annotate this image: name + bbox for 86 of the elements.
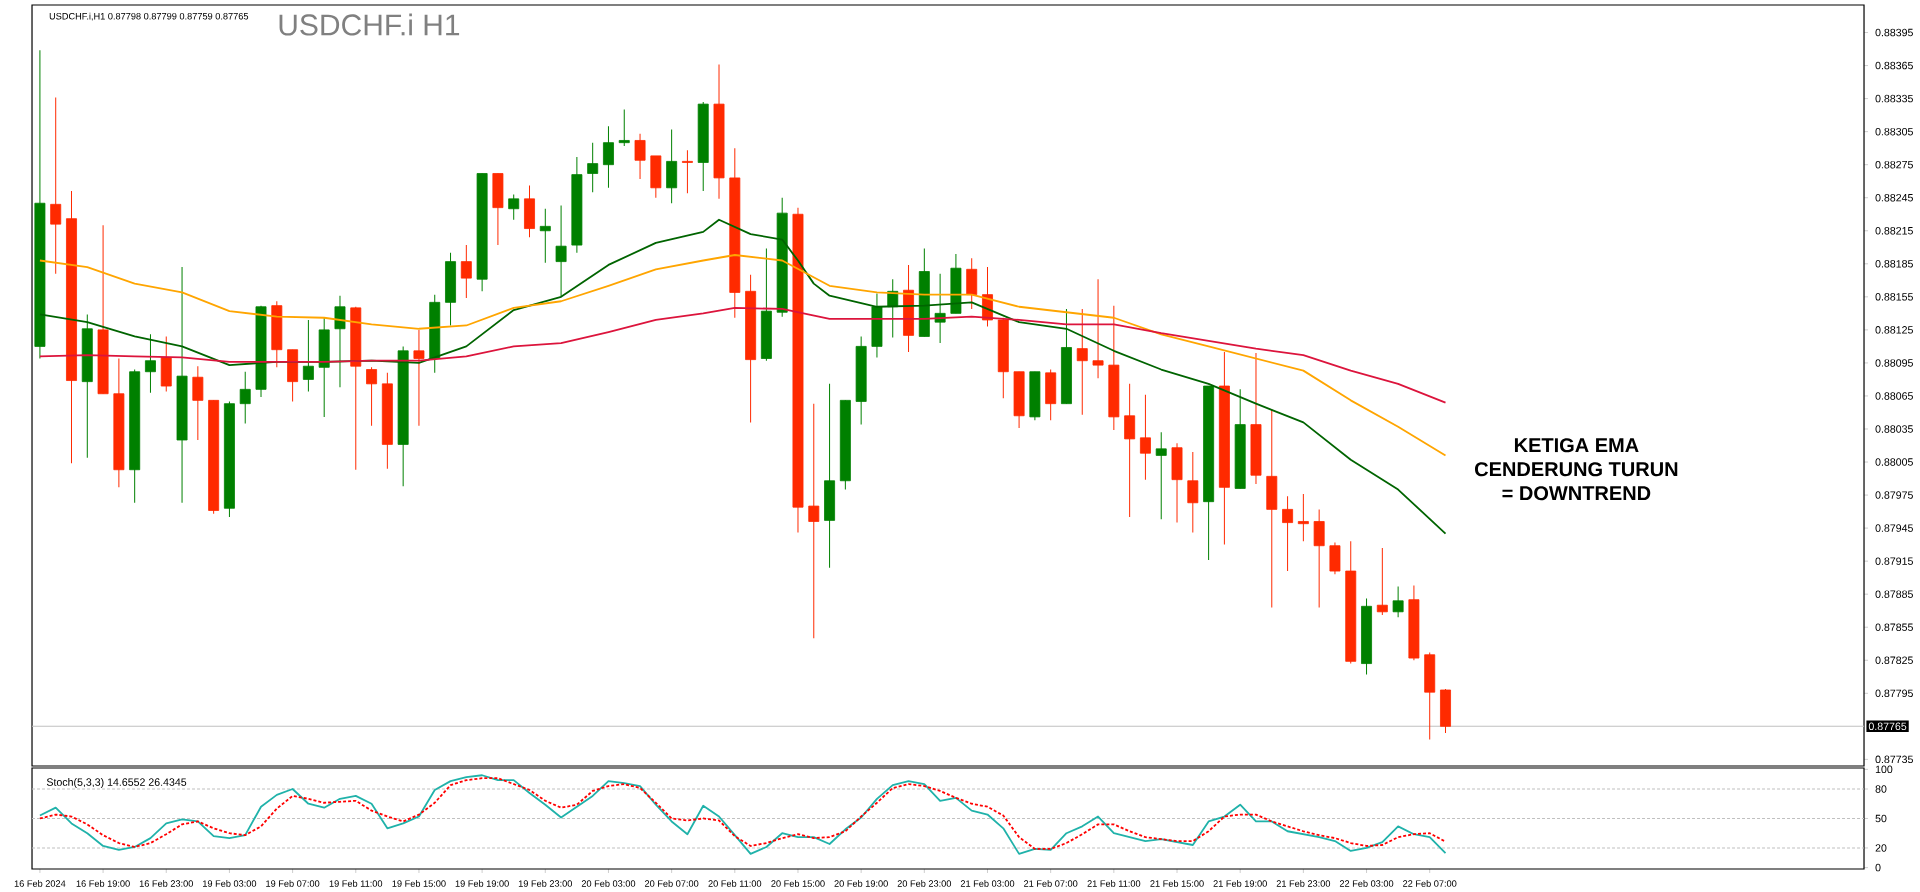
x-tick-label: 21 Feb 19:00 <box>1213 880 1267 887</box>
line-series <box>39 218 1447 535</box>
candlestick <box>1139 394 1151 481</box>
candlestick <box>1124 383 1136 518</box>
x-tick-label: 19 Feb 23:00 <box>518 880 573 887</box>
x-tick-label: 20 Feb 11:00 <box>708 880 762 887</box>
y-tick-label: 0.88335 <box>1875 94 1913 103</box>
annotation: CENDERUNG TURUN <box>1474 462 1678 477</box>
y-tick-label: 0.87885 <box>1875 590 1913 598</box>
candlestick <box>603 125 614 189</box>
candlestick <box>1282 495 1294 572</box>
candlestick <box>366 366 378 427</box>
candlestick <box>539 208 551 264</box>
y-tick-label: 0.88365 <box>1875 61 1913 70</box>
text: Stoch(5,3,3) 14.6552 26.4345 <box>46 778 187 788</box>
x-tick-label: 20 Feb 15:00 <box>771 880 825 887</box>
x-tick-label: 22 Feb 07:00 <box>1403 880 1457 887</box>
x-tick-label: 16 Feb 23:00 <box>139 880 193 887</box>
y-tick-label: 0.88035 <box>1875 425 1913 433</box>
chart-title: USDCHF.i H1 <box>279 13 460 36</box>
y-tick-label: 0.88215 <box>1875 227 1913 235</box>
x-tick-label: 22 Feb 03:00 <box>1339 880 1394 887</box>
candlestick <box>302 319 314 393</box>
text: USDCHF.i,H1 0.87798 0.87799 0.87759 0.87765 <box>49 12 249 21</box>
x-tick-label: 19 Feb 15:00 <box>392 880 446 887</box>
candlestick <box>1076 308 1088 416</box>
candlestick <box>239 371 251 424</box>
candlestick <box>50 97 62 275</box>
y-tick-label: 0.88095 <box>1875 359 1913 367</box>
candlestick <box>192 365 204 441</box>
candlestick <box>1392 585 1404 618</box>
candlestick <box>1187 451 1199 534</box>
y-tick-label: 0.88245 <box>1875 193 1913 202</box>
x-tick-label: 21 Feb 15:00 <box>1150 880 1204 887</box>
x-tick-label: 21 Feb 23:00 <box>1276 880 1331 887</box>
candlestick <box>1155 431 1167 520</box>
y-tick-label: 0.88185 <box>1875 260 1913 268</box>
candlestick <box>460 244 472 299</box>
y-tick-label: 50 <box>1875 814 1887 823</box>
candlestick <box>555 204 567 298</box>
y-tick-label: 0.87795 <box>1875 689 1913 698</box>
y-tick-label: 0.88305 <box>1875 127 1913 136</box>
candlestick <box>618 109 630 147</box>
x-tick-label: 20 Feb 19:00 <box>834 880 888 887</box>
x-tick-label: 21 Feb 07:00 <box>1024 880 1078 887</box>
candlestick <box>1092 278 1104 379</box>
y-tick-label: 0.87855 <box>1875 623 1913 631</box>
candlestick <box>634 133 646 180</box>
y-tick-label: 0.87975 <box>1875 491 1913 499</box>
candlestick <box>413 329 425 427</box>
y-tick-label: 0 <box>1875 863 1881 872</box>
y-tick-label: 0.87945 <box>1875 524 1913 532</box>
x-tick-label: 20 Feb 23:00 <box>897 880 952 887</box>
x-tick-label: 19 Feb 03:00 <box>203 880 257 887</box>
candlestick <box>334 295 346 388</box>
x-tick-label: 21 Feb 11:00 <box>1087 880 1141 887</box>
x-tick-label: 20 Feb 03:00 <box>581 880 636 887</box>
x-tick-label: 21 Feb 03:00 <box>960 880 1015 887</box>
x-tick-label: 20 Feb 07:00 <box>644 880 699 887</box>
y-tick-label: 0.87735 <box>1875 755 1913 764</box>
y-tick-label: 20 <box>1875 844 1887 852</box>
y-tick-label: 0.87915 <box>1875 557 1913 565</box>
candlestick <box>587 142 599 193</box>
y-tick-label: 0.88155 <box>1875 293 1913 301</box>
x-tick-label: 19 Feb 11:00 <box>329 880 383 887</box>
y-tick-label: 100 <box>1875 765 1893 774</box>
annotation: = DOWNTREND <box>1502 486 1651 501</box>
y-tick-label: 0.88395 <box>1875 28 1913 37</box>
x-tick-label: 19 Feb 19:00 <box>455 880 509 887</box>
candlestick <box>508 193 520 221</box>
ref-line-label: 0.87765 <box>1868 722 1907 731</box>
candlestick <box>145 333 156 394</box>
candlestick <box>1297 493 1309 542</box>
y-tick-label: 80 <box>1875 785 1887 793</box>
candlestick <box>681 149 693 194</box>
x-tick-label: 19 Feb 07:00 <box>266 880 320 887</box>
y-tick-label: 0.88275 <box>1875 160 1913 169</box>
y-tick-label: 0.87825 <box>1875 656 1913 664</box>
candlestick <box>808 403 820 639</box>
annotation: KETIGA EMA <box>1514 438 1639 453</box>
candlestick <box>1376 547 1388 616</box>
x-tick-label: 16 Feb 19:00 <box>76 880 130 887</box>
y-tick-label: 0.88005 <box>1875 458 1913 466</box>
y-tick-label: 0.88125 <box>1875 326 1913 334</box>
x-tick-label: 16 Feb 2024 <box>14 880 66 887</box>
y-tick-label: 0.88065 <box>1875 392 1913 400</box>
